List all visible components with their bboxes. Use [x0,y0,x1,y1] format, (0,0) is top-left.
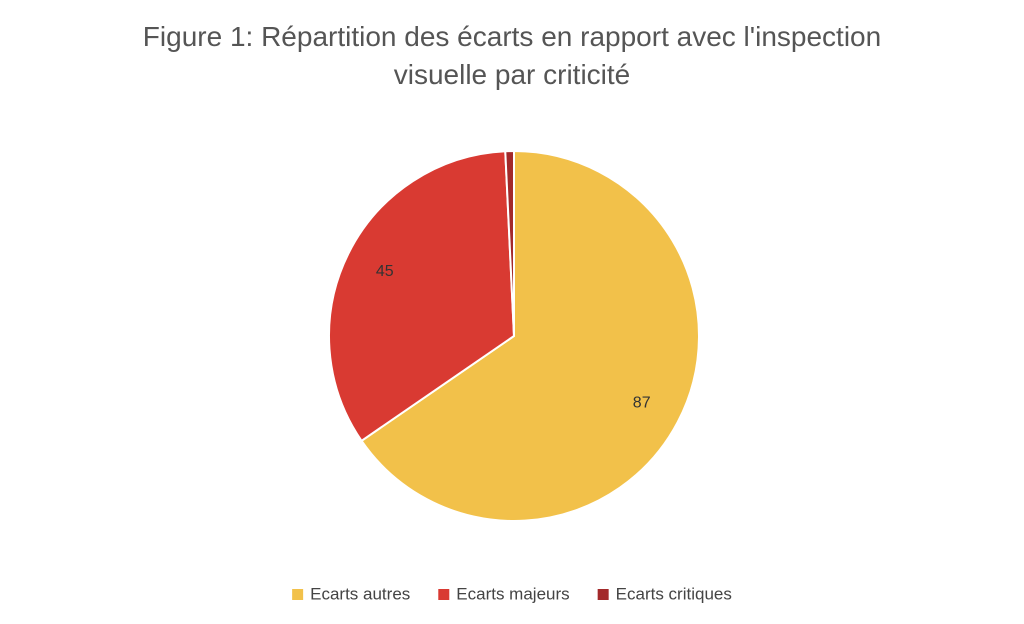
pie-slice [328,150,516,443]
legend-label: Ecarts autres [310,584,410,603]
data-label: 87 [633,394,651,411]
data-label: 45 [376,263,394,280]
pie-slice [360,149,700,522]
legend-swatch [597,589,609,600]
legend-label: Ecarts critiques [616,584,732,603]
legend-swatch [438,589,450,600]
legend-swatch [292,589,304,600]
chart-title: Figure 1: Répartition des écarts en rapp… [142,21,882,90]
legend-label: Ecarts majeurs [456,584,569,603]
pie-slice [504,149,515,337]
